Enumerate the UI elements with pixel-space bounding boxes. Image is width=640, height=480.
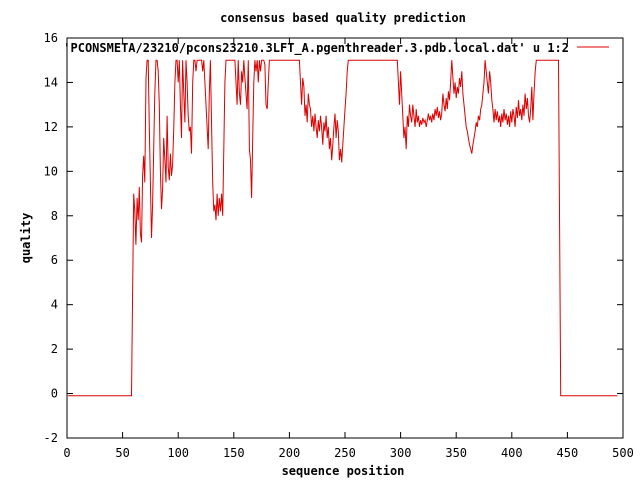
x-tick-label: 150 [223,446,245,460]
x-tick-label: 250 [334,446,356,460]
x-tick-label: 300 [390,446,412,460]
y-tick-label: 10 [44,164,58,178]
y-tick-label: 14 [44,75,58,89]
x-axis-label: sequence position [282,464,405,478]
x-tick-label: 200 [279,446,301,460]
series-line [68,59,618,397]
legend: 'PCONSMETA/23210/pcons23210.3LFT_A.pgent… [63,41,609,56]
y-tick-label: 6 [51,253,58,267]
x-tick-label: 0 [63,446,70,460]
y-axis: -2 0 2 4 6 8 10 12 14 16 [44,31,623,445]
plot-frame [66,37,624,439]
x-tick-label: 500 [612,446,634,460]
x-tick-label: 100 [167,446,189,460]
y-tick-label: 0 [51,387,58,401]
y-axis-label: quality [19,213,33,264]
y-tick-label: 8 [51,209,58,223]
y-tick-label: -2 [44,431,58,445]
legend-label: 'PCONSMETA/23210/pcons23210.3LFT_A.pgent… [63,41,569,56]
x-tick-label: 50 [115,446,129,460]
x-tick-label: 400 [501,446,523,460]
y-tick-label: 12 [44,120,58,134]
y-tick-label: 2 [51,342,58,356]
x-tick-label: 350 [445,446,467,460]
chart-title: consensus based quality prediction [220,11,466,25]
x-axis: 0 50 100 150 200 250 300 350 400 450 500 [63,38,634,460]
y-tick-label: 16 [44,31,58,45]
x-tick-label: 450 [557,446,579,460]
y-tick-label: 4 [51,298,58,312]
